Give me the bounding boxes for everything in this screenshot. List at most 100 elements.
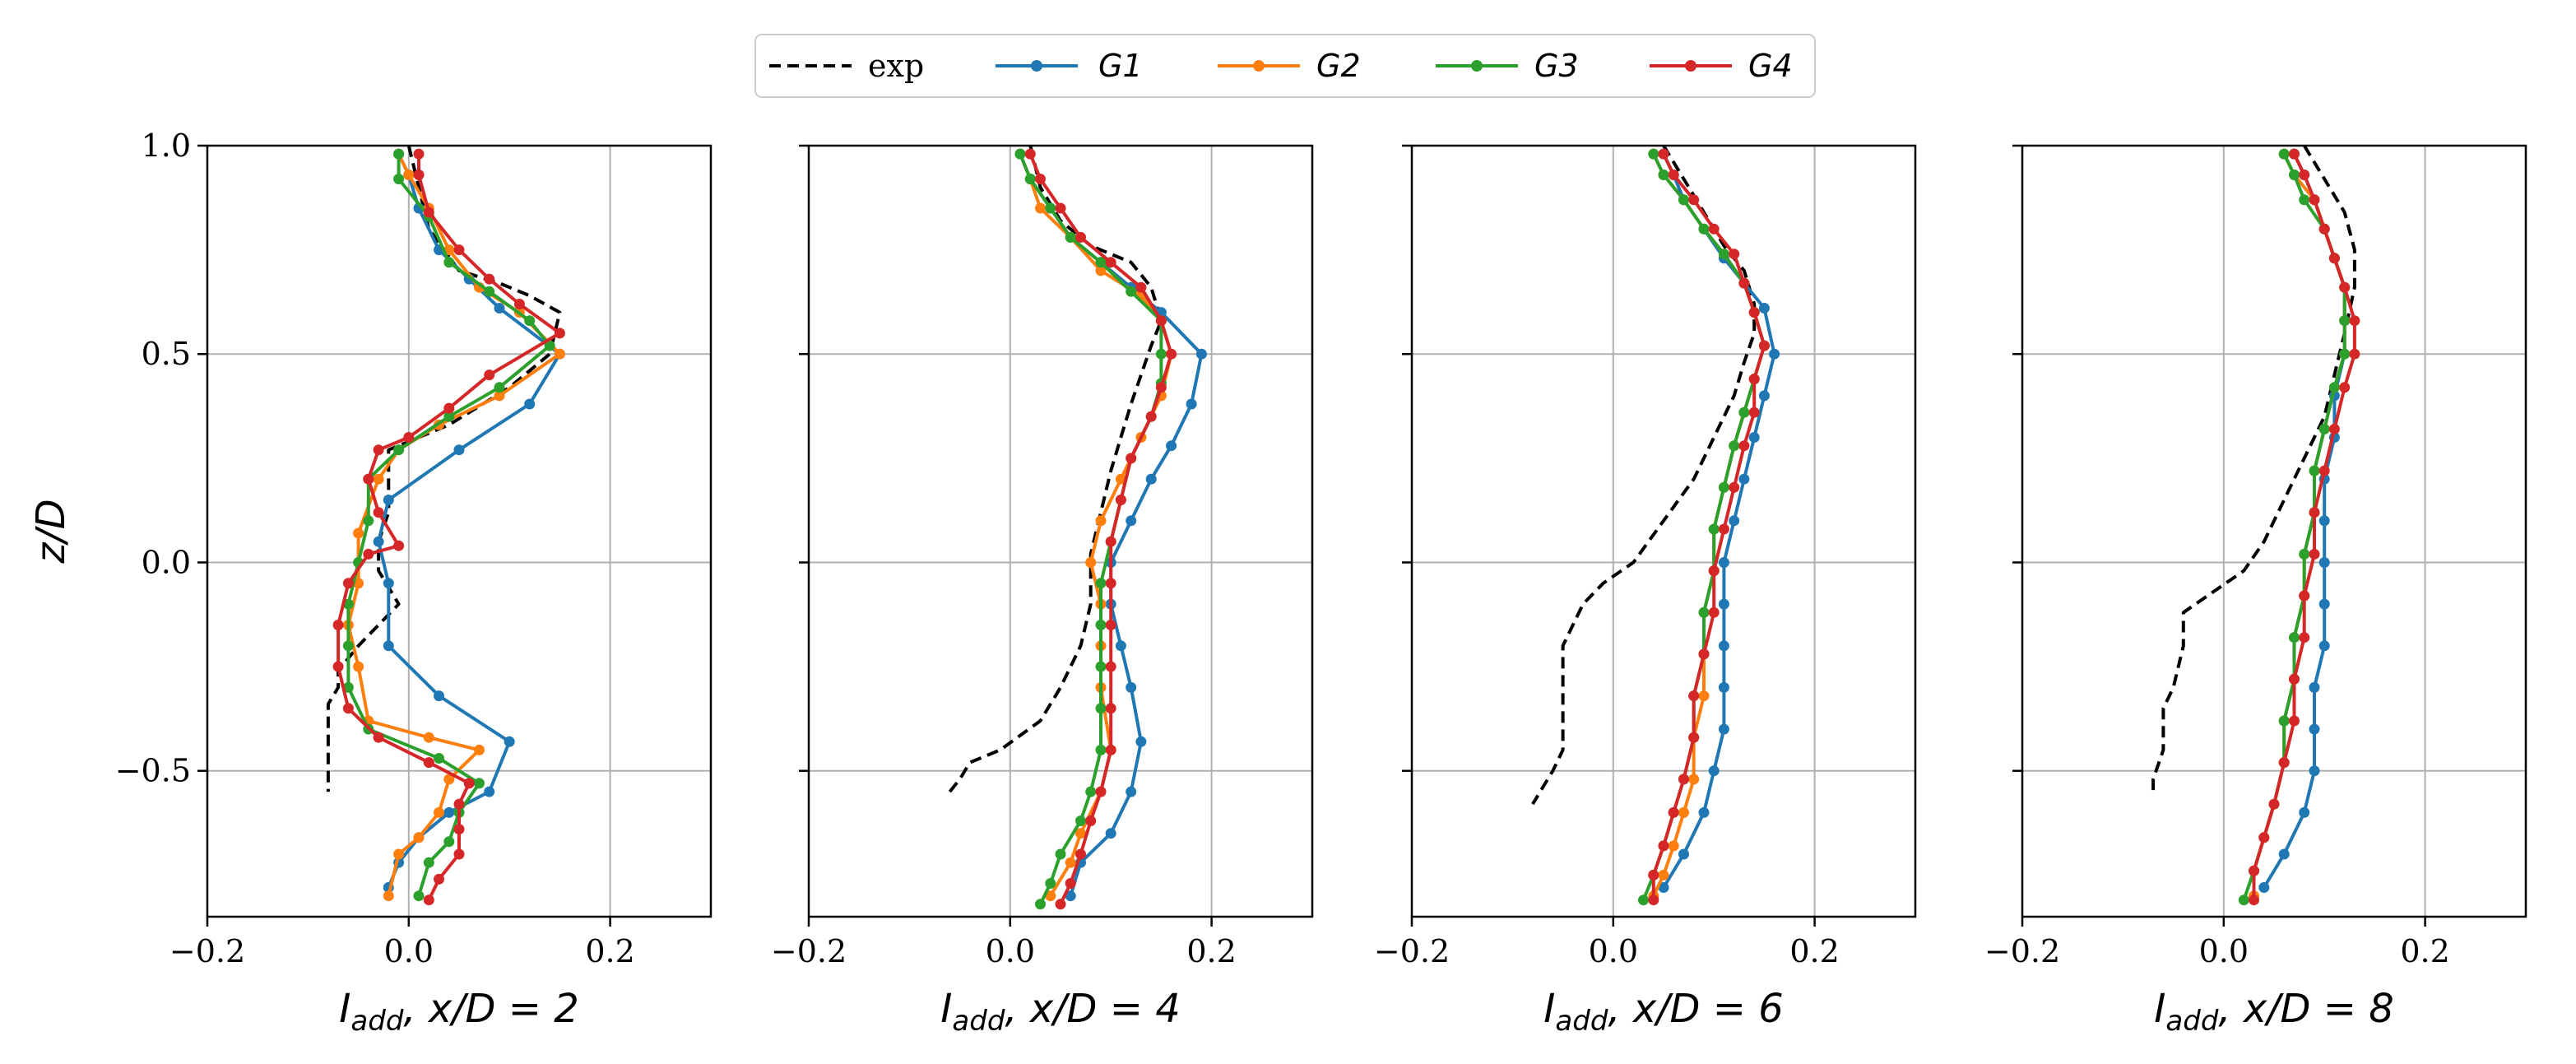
data-point-g3	[393, 174, 405, 184]
data-point-g3	[1095, 744, 1107, 755]
data-point-g4	[1155, 382, 1167, 393]
data-point-g1	[504, 736, 515, 747]
data-point-g4	[2318, 465, 2330, 476]
data-point-g4	[1688, 194, 1700, 206]
x-tick-label: 0.2	[2400, 933, 2449, 969]
data-point-g4	[1075, 231, 1086, 243]
data-point-g4	[1085, 815, 1097, 826]
data-point-g1	[1678, 848, 1689, 860]
data-point-g4	[1055, 899, 1066, 910]
data-point-g4	[453, 848, 465, 860]
data-point-g2	[353, 527, 364, 539]
data-point-g4	[484, 273, 495, 285]
data-point-g4	[2299, 170, 2310, 180]
data-point-g1	[373, 536, 384, 547]
data-point-g2	[1045, 890, 1056, 902]
data-point-g1	[1718, 598, 1729, 610]
x-axis-label: Iadd, x/D = 4	[940, 986, 1180, 1038]
data-point-g3	[2339, 315, 2351, 327]
data-point-g1	[2318, 557, 2330, 568]
data-point-g4	[1135, 281, 1147, 293]
data-point-g4	[1748, 407, 1760, 418]
data-point-g2	[443, 774, 455, 785]
data-point-g1	[1738, 473, 1750, 485]
data-point-g4	[1758, 340, 1770, 351]
x-tick-label: −0.2	[771, 933, 847, 969]
series-line-exp	[1531, 144, 1757, 806]
data-point-g3	[2278, 148, 2290, 160]
data-point-g4	[1668, 806, 1679, 818]
data-point-g3	[1729, 440, 1740, 452]
data-point-g3	[1095, 578, 1107, 589]
data-point-g2	[1075, 828, 1086, 839]
x-tick-label: 0.0	[2199, 933, 2249, 969]
data-point-g2	[1095, 515, 1107, 527]
data-point-g1	[1748, 432, 1760, 443]
data-point-g2	[373, 473, 384, 485]
data-point-g1	[1105, 828, 1116, 839]
data-point-g3	[2299, 548, 2310, 560]
data-point-g2	[353, 661, 364, 672]
data-point-g3	[443, 257, 455, 268]
data-point-g1	[1658, 882, 1669, 893]
data-point-g3	[1126, 286, 1137, 297]
data-point-g4	[1105, 536, 1116, 547]
data-point-g4	[434, 873, 444, 885]
data-point-g3	[363, 515, 374, 527]
data-point-g3	[1698, 223, 1710, 235]
data-point-g4	[2349, 315, 2360, 327]
x-tick-label: −0.2	[169, 933, 245, 969]
data-point-g3	[484, 286, 495, 297]
data-point-g3	[2278, 715, 2290, 727]
data-point-g3	[1698, 606, 1710, 618]
data-point-g4	[1105, 578, 1116, 589]
data-point-g1	[1708, 765, 1720, 777]
data-point-g3	[1024, 174, 1036, 184]
data-point-g4	[463, 778, 475, 789]
data-point-g3	[1718, 481, 1729, 493]
data-point-g1	[1115, 640, 1126, 652]
x-tick-label: 0.0	[384, 933, 434, 969]
data-point-g2	[474, 744, 485, 755]
data-point-g1	[1769, 348, 1780, 360]
data-point-g3	[1085, 786, 1097, 797]
data-point-g2	[1085, 557, 1097, 568]
x-tick-label: 0.2	[585, 933, 634, 969]
x-axis-label: Iadd, x/D = 2	[339, 986, 578, 1038]
data-point-g3	[2328, 382, 2340, 393]
data-point-g1	[1186, 398, 1197, 410]
data-point-g1	[383, 578, 394, 589]
data-point-g3	[1718, 249, 1729, 260]
series-line-g4	[2252, 153, 2356, 900]
data-point-g3	[342, 640, 354, 652]
data-point-g4	[513, 299, 525, 309]
data-point-g3	[1155, 348, 1167, 360]
y-tick-label: 0.0	[142, 544, 191, 580]
data-point-g4	[1095, 786, 1107, 797]
data-point-g3	[1065, 231, 1076, 243]
data-point-g1	[2318, 598, 2330, 610]
plot-frame	[206, 144, 712, 918]
data-point-g1	[1145, 473, 1157, 485]
data-point-g4	[332, 620, 344, 630]
data-point-g4	[453, 798, 465, 810]
data-point-g4	[1166, 348, 1177, 360]
data-point-g4	[1065, 878, 1076, 889]
data-point-g4	[1024, 148, 1036, 160]
data-point-g3	[434, 753, 444, 764]
data-point-g4	[2328, 253, 2340, 264]
data-point-g3	[2289, 632, 2300, 644]
data-point-g4	[2249, 865, 2259, 876]
data-point-g3	[1658, 170, 1669, 180]
data-point-g1	[2318, 640, 2330, 652]
data-point-g4	[1055, 202, 1066, 214]
legend-marker-g4	[1685, 60, 1696, 72]
data-point-g2	[353, 578, 364, 589]
data-point-g4	[1658, 148, 1669, 160]
legend-label-exp: exp	[868, 48, 924, 84]
data-point-g3	[423, 857, 434, 868]
data-point-g4	[373, 507, 384, 518]
data-point-g4	[443, 402, 455, 414]
